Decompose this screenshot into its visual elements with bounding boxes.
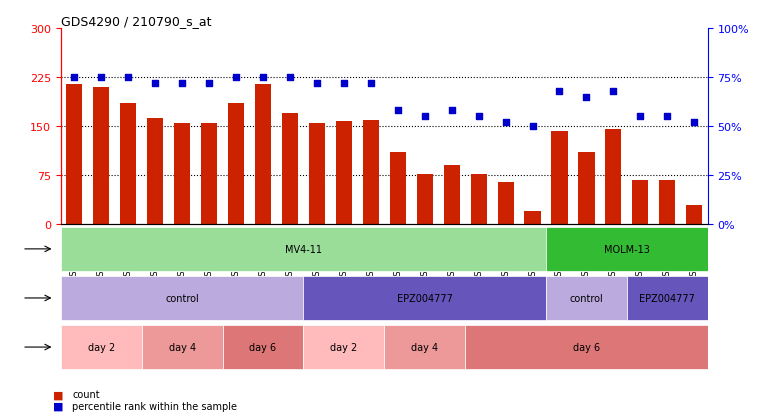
Text: day 6: day 6 [250, 342, 276, 352]
Bar [201, 123, 217, 225]
Text: GDS4290 / 210790_s_at: GDS4290 / 210790_s_at [61, 15, 212, 28]
Bar [174, 123, 190, 225]
Text: ■: ■ [53, 389, 64, 399]
Point [230, 75, 242, 81]
Text: day 6: day 6 [573, 342, 600, 352]
FancyBboxPatch shape [142, 325, 222, 369]
Point [149, 81, 161, 87]
Text: day 2: day 2 [330, 342, 358, 352]
Point [661, 114, 673, 120]
FancyBboxPatch shape [465, 325, 708, 369]
Bar [147, 119, 164, 225]
Text: day 2: day 2 [88, 342, 115, 352]
Bar [470, 175, 487, 225]
Bar [659, 180, 676, 225]
Bar [228, 104, 244, 225]
FancyBboxPatch shape [304, 276, 546, 320]
Text: MV4-11: MV4-11 [285, 244, 322, 254]
Point [446, 108, 458, 114]
Text: control: control [165, 293, 199, 303]
Bar [93, 88, 110, 225]
Bar [632, 180, 648, 225]
Point [688, 120, 700, 126]
FancyBboxPatch shape [384, 325, 465, 369]
FancyBboxPatch shape [546, 227, 708, 271]
Point [553, 88, 565, 95]
Point [68, 75, 81, 81]
Bar [605, 130, 622, 225]
Bar [282, 114, 298, 225]
Point [284, 75, 296, 81]
Point [176, 81, 188, 87]
Bar [417, 175, 433, 225]
Point [527, 123, 539, 130]
Bar [336, 121, 352, 225]
Bar [66, 84, 82, 225]
Bar [552, 131, 568, 225]
Bar [686, 205, 702, 225]
Point [203, 81, 215, 87]
Point [310, 81, 323, 87]
Bar [390, 153, 406, 225]
Text: MOLM-13: MOLM-13 [604, 244, 650, 254]
Bar [120, 104, 136, 225]
Bar [363, 120, 379, 225]
Bar [255, 84, 271, 225]
Bar [578, 153, 594, 225]
Text: control: control [569, 293, 603, 303]
Text: day 4: day 4 [411, 342, 438, 352]
Bar [309, 123, 325, 225]
Point [365, 81, 377, 87]
Point [419, 114, 431, 120]
Text: EPZ004777: EPZ004777 [639, 293, 696, 303]
FancyBboxPatch shape [61, 276, 304, 320]
Text: EPZ004777: EPZ004777 [396, 293, 453, 303]
FancyBboxPatch shape [304, 325, 384, 369]
Text: percentile rank within the sample: percentile rank within the sample [72, 401, 237, 411]
FancyBboxPatch shape [546, 276, 627, 320]
Point [123, 75, 135, 81]
FancyBboxPatch shape [61, 325, 142, 369]
Point [499, 120, 511, 126]
Point [338, 81, 350, 87]
FancyBboxPatch shape [627, 276, 708, 320]
Text: count: count [72, 389, 100, 399]
FancyBboxPatch shape [222, 325, 304, 369]
Point [473, 114, 485, 120]
Point [95, 75, 107, 81]
Point [581, 94, 593, 101]
Point [607, 88, 619, 95]
Text: ■: ■ [53, 401, 64, 411]
Point [634, 114, 646, 120]
Point [392, 108, 404, 114]
Point [257, 75, 269, 81]
Text: day 4: day 4 [169, 342, 196, 352]
FancyBboxPatch shape [61, 227, 546, 271]
Bar [498, 183, 514, 225]
Bar [524, 212, 540, 225]
Bar [444, 166, 460, 225]
